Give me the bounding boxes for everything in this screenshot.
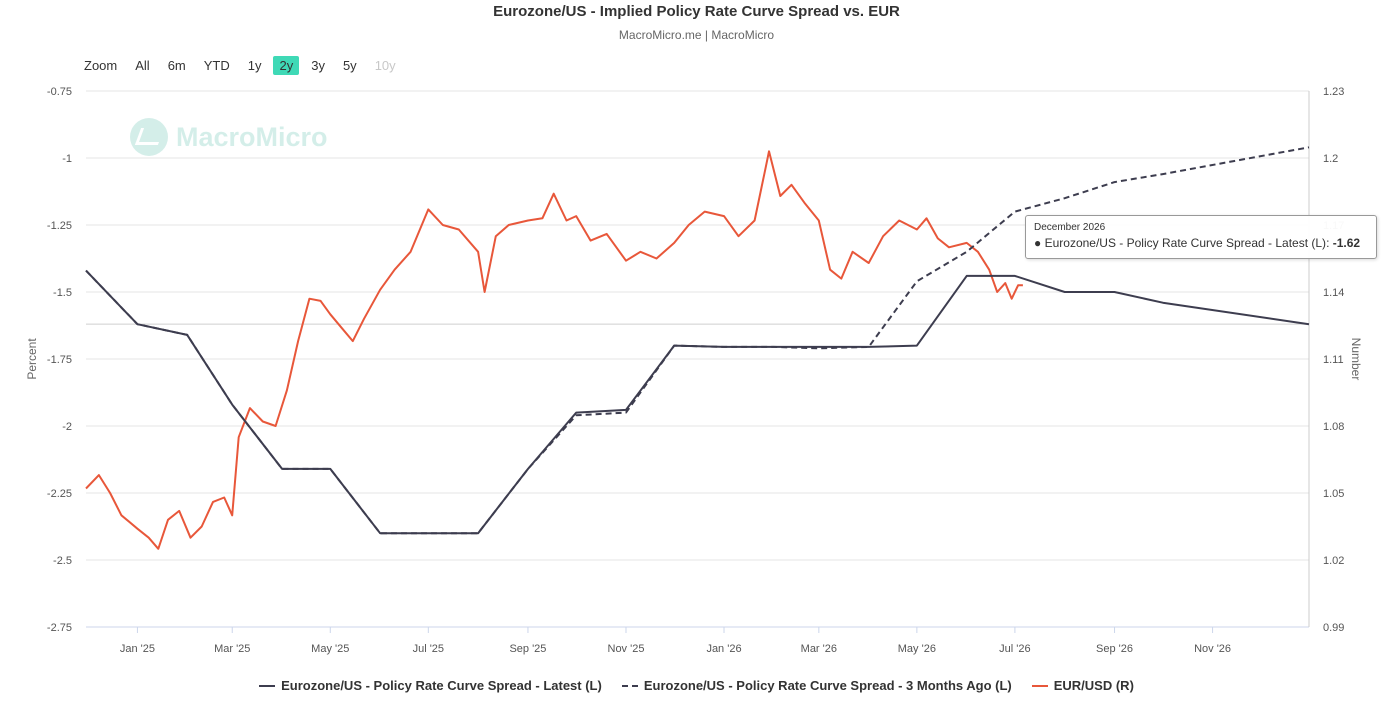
y-right-tick-label: 1.2 xyxy=(1323,153,1338,165)
gridlines xyxy=(86,90,1309,628)
chart-subtitle: MacroMicro.me | MacroMicro xyxy=(618,28,775,42)
x-tick-label: Nov '26 xyxy=(1194,643,1231,655)
y-right-tick-label: 1.14 xyxy=(1323,287,1344,299)
y-left-tick-label: -1.5 xyxy=(53,287,72,299)
series-line-latest xyxy=(85,269,1310,535)
legend-label-latest: Eurozone/US - Policy Rate Curve Spread -… xyxy=(281,678,602,693)
range-button-all[interactable]: All xyxy=(135,58,150,73)
watermark: MacroMicro xyxy=(130,118,328,156)
macromicro-logo-icon xyxy=(130,118,168,156)
chart-title: Eurozone/US - Implied Policy Rate Curve … xyxy=(493,3,900,20)
x-tick-label: Jan '26 xyxy=(706,643,741,655)
x-tick-label: Jul '26 xyxy=(999,643,1030,655)
x-tick-label: Sep '26 xyxy=(1096,643,1133,655)
range-button-6m[interactable]: 6m xyxy=(167,58,186,73)
y-right-tick-label: 0.99 xyxy=(1323,622,1344,634)
watermark-text: MacroMicro xyxy=(176,121,328,152)
tooltip-series-name: Eurozone/US - Policy Rate Curve Spread -… xyxy=(1044,236,1327,250)
y-right-tick-label: 1.05 xyxy=(1323,488,1344,500)
legend-swatch-eurusd xyxy=(1031,684,1048,687)
legend-item-3m-ago[interactable]: Eurozone/US - Policy Rate Curve Spread -… xyxy=(621,678,1012,693)
legend-label-3m-ago: Eurozone/US - Policy Rate Curve Spread -… xyxy=(643,678,1012,693)
tooltip: December 2026 ● Eurozone/US - Policy Rat… xyxy=(1025,215,1377,259)
range-button-ytd[interactable]: YTD xyxy=(203,58,230,73)
y-left-tick-label: -2.5 xyxy=(53,555,72,567)
tooltip-bullet-icon: ● xyxy=(1034,236,1042,250)
y-axis-left-title: Percent xyxy=(25,338,39,380)
legend-label-eurusd: EUR/USD (R) xyxy=(1053,678,1134,693)
legend-swatch-latest xyxy=(259,684,276,687)
x-tick-label: Jan '25 xyxy=(120,643,155,655)
series-line-3m-ago xyxy=(85,146,1310,535)
legend-item-latest[interactable]: Eurozone/US - Policy Rate Curve Spread -… xyxy=(259,678,602,693)
tooltip-date: December 2026 xyxy=(1034,222,1106,233)
y-right-tick-label: 1.23 xyxy=(1323,86,1344,98)
x-tick-label: Mar '26 xyxy=(801,643,837,655)
y-left-tick-label: -2.25 xyxy=(47,488,72,500)
range-selector-label: Zoom xyxy=(84,58,118,73)
series-line-eurusd xyxy=(85,150,1023,550)
range-button-10y: 10y xyxy=(374,58,396,73)
y-right-tick-label: 1.08 xyxy=(1323,421,1344,433)
y-left-tick-label: -2.75 xyxy=(47,622,72,634)
legend-swatch-3m-ago xyxy=(621,684,638,687)
x-tick-label: Mar '25 xyxy=(214,643,250,655)
range-selector: Zoom All 6m YTD 1y 2y 3y 5y 10y xyxy=(84,56,402,75)
range-button-5y[interactable]: 5y xyxy=(342,58,357,73)
y-left-tick-label: -1.75 xyxy=(47,354,72,366)
y-axis-right-title: Number xyxy=(1349,338,1363,381)
tooltip-value: -1.62 xyxy=(1332,236,1361,250)
y-left-tick-label: -1 xyxy=(62,153,72,165)
legend: Eurozone/US - Policy Rate Curve Spread -… xyxy=(0,678,1393,693)
y-right-tick-label: 1.02 xyxy=(1323,555,1344,567)
range-button-3y[interactable]: 3y xyxy=(311,58,325,73)
x-tick-label: May '25 xyxy=(311,643,349,655)
x-tick-label: Jul '25 xyxy=(413,643,444,655)
axes: -0.75 -1 -1.25 -1.5 -1.75 -2 -2.25 -2.5 -2.75 1.2… xyxy=(47,86,1345,655)
x-tick-label: May '26 xyxy=(898,643,936,655)
y-left-tick-label: -0.75 xyxy=(47,86,72,98)
y-right-tick-label: 1.11 xyxy=(1323,354,1344,366)
x-tick-label: Nov '25 xyxy=(608,643,645,655)
y-left-tick-label: -1.25 xyxy=(47,220,72,232)
legend-item-eurusd[interactable]: EUR/USD (R) xyxy=(1031,678,1134,693)
tooltip-row: ● Eurozone/US - Policy Rate Curve Spread… xyxy=(1034,236,1361,250)
series-lines xyxy=(85,146,1310,550)
x-tick-label: Sep '25 xyxy=(509,643,546,655)
range-button-2y[interactable]: 2y xyxy=(273,56,300,75)
range-button-1y[interactable]: 1y xyxy=(247,58,262,73)
y-left-tick-label: -2 xyxy=(62,421,72,433)
